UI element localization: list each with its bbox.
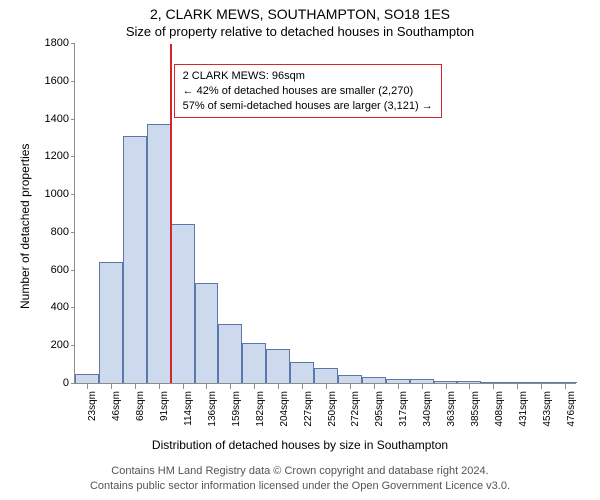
x-tick-label: 476sqm bbox=[566, 391, 577, 427]
x-tick-label: 317sqm bbox=[398, 391, 409, 427]
x-tick-label: 68sqm bbox=[135, 391, 146, 421]
y-tick-mark bbox=[71, 156, 75, 157]
x-tick-label: 182sqm bbox=[255, 391, 266, 427]
x-tick-label: 272sqm bbox=[350, 391, 361, 427]
y-tick-label: 400 bbox=[51, 301, 69, 313]
page-subtitle: Size of property relative to detached ho… bbox=[0, 24, 600, 39]
x-tick-label: 340sqm bbox=[422, 391, 433, 427]
y-tick-mark bbox=[71, 194, 75, 195]
x-tick: 91sqm bbox=[159, 383, 160, 389]
x-tick-label: 295sqm bbox=[374, 391, 385, 427]
histogram-bar bbox=[147, 124, 171, 383]
footer-copyright-1: Contains HM Land Registry data © Crown c… bbox=[0, 465, 600, 477]
histogram-bar bbox=[99, 262, 123, 383]
x-tick: 227sqm bbox=[302, 383, 303, 389]
x-tick-label: 363sqm bbox=[446, 391, 457, 427]
histogram-bar bbox=[314, 368, 338, 383]
x-tick: 476sqm bbox=[565, 383, 566, 389]
y-tick-mark bbox=[71, 81, 75, 82]
x-tick-label: 114sqm bbox=[183, 391, 194, 426]
histogram-bar bbox=[195, 283, 219, 383]
x-tick: 295sqm bbox=[374, 383, 375, 389]
histogram-bar bbox=[290, 362, 314, 383]
histogram-bar bbox=[266, 349, 290, 383]
x-tick: 114sqm bbox=[183, 383, 184, 389]
x-tick: 453sqm bbox=[541, 383, 542, 389]
x-tick-label: 91sqm bbox=[159, 391, 170, 421]
y-tick-mark bbox=[71, 119, 75, 120]
y-tick-mark bbox=[71, 232, 75, 233]
x-tick-label: 204sqm bbox=[279, 391, 290, 427]
page-title: 2, CLARK MEWS, SOUTHAMPTON, SO18 1ES bbox=[0, 6, 600, 22]
y-tick-mark bbox=[71, 345, 75, 346]
y-tick-label: 200 bbox=[51, 339, 69, 351]
y-tick-mark bbox=[71, 383, 75, 384]
histogram-bar bbox=[75, 374, 99, 383]
x-tick-label: 431sqm bbox=[518, 391, 529, 427]
y-tick-mark bbox=[71, 270, 75, 271]
x-tick-label: 136sqm bbox=[207, 391, 218, 427]
histogram-bar bbox=[123, 136, 147, 383]
x-tick-label: 159sqm bbox=[231, 391, 242, 427]
y-tick-label: 1400 bbox=[45, 113, 69, 125]
x-tick: 272sqm bbox=[350, 383, 351, 389]
info-box-line3: 57% of semi-detached houses are larger (… bbox=[183, 99, 433, 114]
x-tick-label: 453sqm bbox=[542, 391, 553, 427]
x-tick-label: 385sqm bbox=[470, 391, 481, 427]
histogram-plot: 02004006008001000120014001600180023sqm46… bbox=[74, 44, 576, 384]
x-axis-caption: Distribution of detached houses by size … bbox=[0, 438, 600, 452]
x-tick: 363sqm bbox=[446, 383, 447, 389]
x-tick: 182sqm bbox=[254, 383, 255, 389]
y-tick-label: 800 bbox=[51, 226, 69, 238]
x-tick: 250sqm bbox=[326, 383, 327, 389]
y-tick-label: 1200 bbox=[45, 150, 69, 162]
y-axis-label: Number of detached properties bbox=[18, 144, 32, 309]
x-tick: 340sqm bbox=[422, 383, 423, 389]
x-tick: 317sqm bbox=[398, 383, 399, 389]
y-tick-label: 1600 bbox=[45, 75, 69, 87]
y-tick-label: 0 bbox=[63, 377, 69, 389]
y-tick-mark bbox=[71, 307, 75, 308]
x-tick: 204sqm bbox=[278, 383, 279, 389]
x-tick: 46sqm bbox=[111, 383, 112, 389]
x-tick: 159sqm bbox=[230, 383, 231, 389]
footer-copyright-2: Contains public sector information licen… bbox=[0, 480, 600, 492]
x-tick: 431sqm bbox=[517, 383, 518, 389]
histogram-bar bbox=[218, 324, 242, 383]
y-tick-label: 1800 bbox=[45, 37, 69, 49]
x-tick-label: 227sqm bbox=[303, 391, 314, 427]
x-tick-label: 23sqm bbox=[87, 391, 98, 421]
x-tick: 136sqm bbox=[206, 383, 207, 389]
y-tick-label: 600 bbox=[51, 264, 69, 276]
x-tick-label: 250sqm bbox=[327, 391, 338, 427]
y-tick-label: 1000 bbox=[45, 188, 69, 200]
info-box: 2 CLARK MEWS: 96sqm← 42% of detached hou… bbox=[174, 64, 442, 119]
x-tick: 408sqm bbox=[493, 383, 494, 389]
info-box-line1: 2 CLARK MEWS: 96sqm bbox=[183, 69, 433, 84]
x-tick-label: 46sqm bbox=[111, 391, 122, 421]
x-tick: 68sqm bbox=[135, 383, 136, 389]
info-box-line2: ← 42% of detached houses are smaller (2,… bbox=[183, 84, 433, 99]
histogram-bar bbox=[171, 224, 195, 383]
x-tick: 23sqm bbox=[87, 383, 88, 389]
y-tick-mark bbox=[71, 43, 75, 44]
histogram-bar bbox=[338, 375, 362, 383]
marker-line bbox=[170, 44, 172, 383]
histogram-bar bbox=[242, 343, 266, 383]
x-tick: 385sqm bbox=[469, 383, 470, 389]
x-tick-label: 408sqm bbox=[494, 391, 505, 427]
